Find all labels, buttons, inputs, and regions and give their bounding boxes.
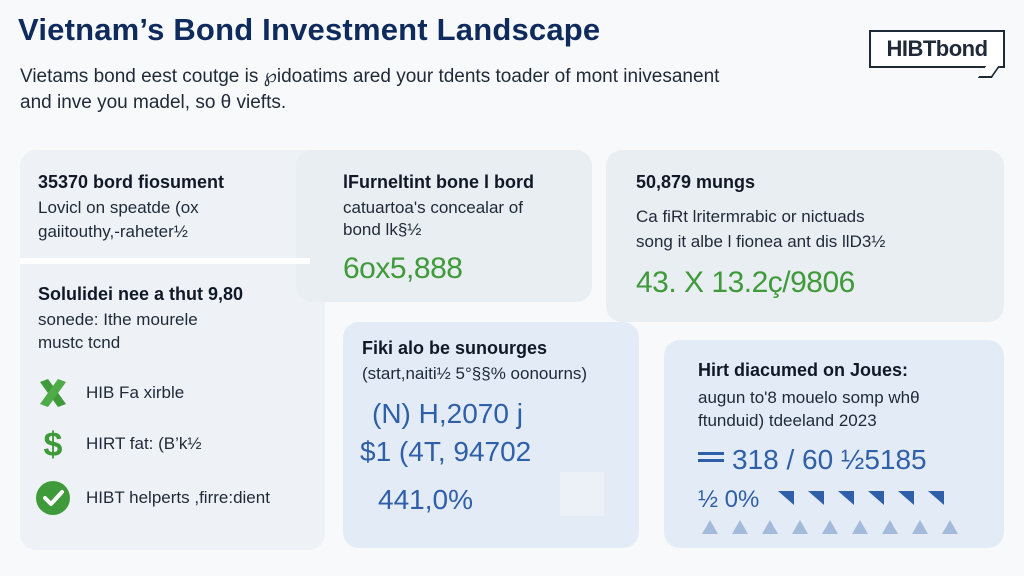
- check-circle-icon: [34, 479, 72, 517]
- card6-value-1: 318 / 60 ½5185: [732, 444, 927, 475]
- center-top-panel: [296, 150, 592, 302]
- card3-line1: Ca fiRt lritermrabic or nictuads: [636, 207, 865, 226]
- faded-arrow-icon: [942, 520, 958, 534]
- faded-arrow-icon: [822, 520, 838, 534]
- card1-line2: gaiitouthy,-raheter½: [38, 222, 188, 241]
- subtitle-line-1: Vietams bond eest coutge is ℘idoatims ar…: [20, 66, 720, 87]
- trend-arrow-icon: [838, 491, 854, 505]
- right-bottom-panel: [664, 340, 1004, 548]
- page-title: Vietnam’s Bond Investment Landscape: [18, 12, 601, 47]
- trend-arrow-icon: [868, 491, 884, 505]
- feature-row-2: $ HIRT fat: (B’k½: [34, 425, 202, 463]
- x-mark-icon: [34, 374, 72, 412]
- card4-line1: sonede: Ithe mourele: [38, 310, 198, 329]
- faded-arrow-icon: [762, 520, 778, 534]
- feature-label-2: HIRT fat: (B’k½: [86, 434, 202, 453]
- card2-big-value: 6ox5,888: [343, 252, 463, 285]
- card3-heading: 50,879 mungs: [636, 172, 756, 192]
- card5-value-1: (N) H,2070 j: [372, 398, 523, 429]
- right-top-panel: [606, 150, 1004, 322]
- trend-arrow-icon: [898, 491, 914, 505]
- feature-row-1: HIB Fa xirble: [34, 374, 184, 412]
- equals-bars-icon: [698, 452, 724, 466]
- trend-arrow-icon: [778, 491, 794, 505]
- card4-line2: mustc tcnd: [38, 333, 121, 352]
- faded-arrow-icon: [882, 520, 898, 534]
- card2-line1: catuartoa's concealar of: [343, 198, 523, 217]
- card5-heading: Fiki alo be sunourges: [362, 338, 548, 358]
- svg-text:$: $: [44, 426, 63, 463]
- trend-arrow-row: [776, 489, 946, 507]
- left-column-panel: [20, 150, 325, 550]
- faded-arrow-icon: [852, 520, 868, 534]
- card4-heading: Solulidei nee a thut 9,80: [38, 284, 244, 304]
- subtitle-line-2: and inve you madel, so θ viefts.: [20, 92, 287, 113]
- faded-arrow-icon: [732, 520, 748, 534]
- brand-logo: HIBTbond: [869, 30, 1005, 68]
- card5-line1: (start,naiti½ 5°§§% oonourns): [362, 364, 588, 383]
- faded-arrow-row: [700, 518, 960, 536]
- card6-heading: Hirt diacumed on Joues:: [698, 360, 909, 380]
- faded-arrow-icon: [792, 520, 808, 534]
- feature-label-3: HIBT helperts ,firre:dient: [86, 488, 270, 507]
- card6-line2: ftunduid) tdeeland 2023: [698, 411, 877, 430]
- divider: [20, 258, 310, 264]
- card2-heading: lFurneltint bone l bord: [343, 172, 534, 192]
- feature-row-3: HIBT helperts ,firre:dient: [34, 479, 270, 517]
- faded-arrow-icon: [912, 520, 928, 534]
- card1-line1: Lovicl on speatde (ox: [38, 198, 199, 217]
- card6-line1: augun to'8 mouelo somp whθ: [698, 388, 920, 407]
- card6-value-2: ½ 0%: [698, 486, 760, 513]
- card5-value-3: 441,0%: [378, 484, 473, 515]
- card1-heading: 35370 bord fiosument: [38, 172, 225, 192]
- faded-arrow-icon: [702, 520, 718, 534]
- card3-big-value: 43. X 13.2ç/9806: [636, 266, 855, 299]
- trend-arrow-icon: [928, 491, 944, 505]
- dollar-icon: $: [34, 425, 72, 463]
- card5-value-2: $1 (4T, 94702: [360, 436, 532, 467]
- page-subtitle: Vietams bond eest coutge is ℘idoatims ar…: [20, 64, 840, 116]
- faded-square: [560, 472, 604, 516]
- trend-arrow-icon: [808, 491, 824, 505]
- card2-line2: bond lk§½: [343, 220, 422, 239]
- feature-label-1: HIB Fa xirble: [86, 383, 185, 402]
- card3-line2: song it albe l fionea ant dis llD3½: [636, 232, 886, 251]
